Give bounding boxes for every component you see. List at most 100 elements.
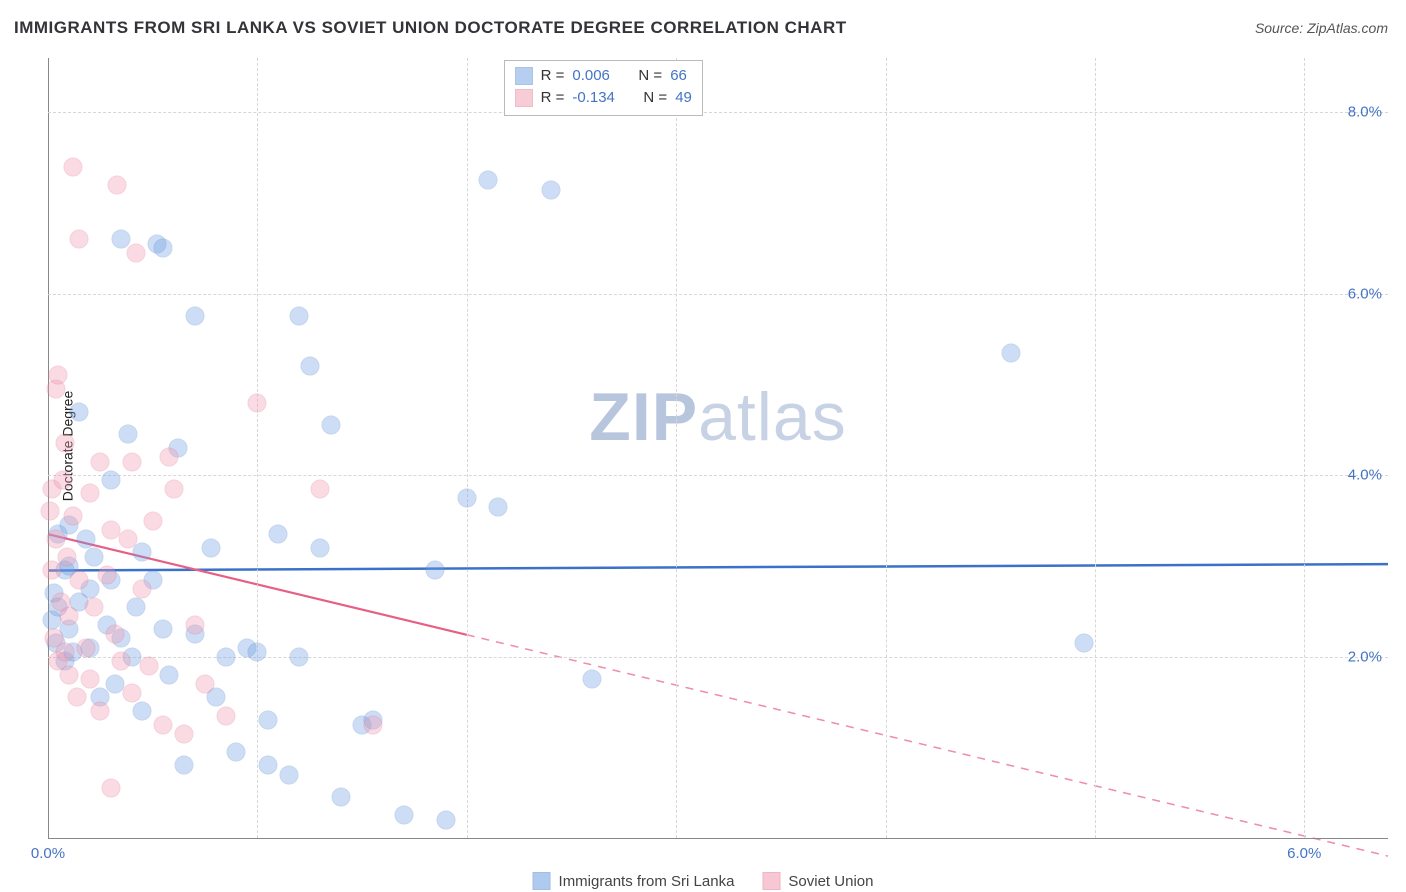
data-point-sri_lanka (248, 643, 267, 662)
legend-r-label: R = (541, 87, 565, 109)
legend-n-label: N = (643, 87, 667, 109)
legend-label-sri_lanka: Immigrants from Sri Lanka (559, 873, 735, 890)
data-point-sri_lanka (394, 806, 413, 825)
data-point-sri_lanka (457, 488, 476, 507)
data-point-soviet (64, 157, 83, 176)
chart-title: IMMIGRANTS FROM SRI LANKA VS SOVIET UNIO… (14, 18, 847, 38)
data-point-soviet (164, 479, 183, 498)
data-point-soviet (122, 452, 141, 471)
data-point-sri_lanka (101, 470, 120, 489)
data-point-soviet (41, 502, 60, 521)
data-point-soviet (363, 715, 382, 734)
legend-n-value-sri_lanka: 66 (670, 65, 687, 87)
gridline-v (676, 58, 677, 838)
y-tick-label: 8.0% (1348, 104, 1382, 121)
data-point-sri_lanka (321, 416, 340, 435)
data-point-soviet (126, 244, 145, 263)
watermark-atlas: atlas (698, 379, 847, 455)
legend-item-sri_lanka: Immigrants from Sri Lanka (533, 872, 735, 890)
data-point-soviet (68, 688, 87, 707)
watermark: ZIPatlas (589, 378, 846, 456)
data-point-soviet (97, 565, 116, 584)
data-point-soviet (80, 670, 99, 689)
legend-stats-row-sri_lanka: R = 0.006 N = 66 (515, 65, 692, 87)
data-point-sri_lanka (76, 529, 95, 548)
data-point-sri_lanka (290, 307, 309, 326)
gridline-v (1095, 58, 1096, 838)
legend-n-label: N = (638, 65, 662, 87)
data-point-soviet (108, 175, 127, 194)
data-point-sri_lanka (311, 538, 330, 557)
data-point-soviet (64, 507, 83, 526)
y-axis (48, 58, 49, 838)
data-point-sri_lanka (290, 647, 309, 666)
data-point-sri_lanka (583, 670, 602, 689)
data-point-soviet (185, 615, 204, 634)
gridline-v (467, 58, 468, 838)
legend-swatch-soviet (515, 89, 533, 107)
data-point-sri_lanka (1002, 343, 1021, 362)
data-point-soviet (55, 434, 74, 453)
trendline-sri_lanka (48, 564, 1388, 570)
gridline-v (1304, 58, 1305, 838)
data-point-soviet (106, 624, 125, 643)
legend-swatch-sri_lanka (515, 67, 533, 85)
data-point-sri_lanka (216, 647, 235, 666)
legend-bottom: Immigrants from Sri Lanka Soviet Union (533, 872, 874, 890)
data-point-sri_lanka (154, 239, 173, 258)
x-axis (48, 838, 1388, 839)
legend-n-value-soviet: 49 (675, 87, 692, 109)
data-point-sri_lanka (279, 765, 298, 784)
data-point-soviet (70, 230, 89, 249)
data-point-sri_lanka (436, 810, 455, 829)
data-point-sri_lanka (133, 543, 152, 562)
data-point-soviet (118, 529, 137, 548)
legend-swatch-soviet (762, 872, 780, 890)
source-prefix: Source: (1255, 20, 1307, 36)
data-point-sri_lanka (541, 180, 560, 199)
data-point-soviet (55, 643, 74, 662)
source-attribution: Source: ZipAtlas.com (1255, 20, 1388, 36)
data-point-sri_lanka (1075, 634, 1094, 653)
data-point-sri_lanka (70, 402, 89, 421)
data-point-soviet (112, 652, 131, 671)
data-point-soviet (47, 529, 66, 548)
scatter-plot: ZIPatlas 2.0%4.0%6.0%8.0%0.0%6.0% R = 0.… (48, 58, 1388, 838)
data-point-sri_lanka (160, 665, 179, 684)
y-tick-label: 6.0% (1348, 285, 1382, 302)
data-point-soviet (91, 702, 110, 721)
legend-item-soviet: Soviet Union (762, 872, 873, 890)
data-point-soviet (196, 674, 215, 693)
data-point-sri_lanka (126, 597, 145, 616)
legend-r-label: R = (541, 65, 565, 87)
data-point-sri_lanka (133, 702, 152, 721)
data-point-sri_lanka (426, 561, 445, 580)
data-point-sri_lanka (202, 538, 221, 557)
data-point-soviet (76, 638, 95, 657)
source-name: ZipAtlas.com (1307, 20, 1388, 36)
data-point-soviet (43, 561, 62, 580)
data-point-soviet (143, 511, 162, 530)
data-point-soviet (133, 579, 152, 598)
data-point-sri_lanka (118, 425, 137, 444)
data-point-soviet (311, 479, 330, 498)
legend-r-value-sri_lanka: 0.006 (572, 65, 610, 87)
watermark-zip: ZIP (589, 379, 698, 455)
data-point-soviet (160, 448, 179, 467)
data-point-sri_lanka (332, 788, 351, 807)
data-point-soviet (248, 393, 267, 412)
data-point-sri_lanka (85, 547, 104, 566)
legend-swatch-sri_lanka (533, 872, 551, 890)
legend-label-soviet: Soviet Union (788, 873, 873, 890)
y-tick-label: 2.0% (1348, 648, 1382, 665)
gridline-h (48, 294, 1388, 295)
data-point-soviet (59, 665, 78, 684)
data-point-soviet (175, 724, 194, 743)
data-point-sri_lanka (175, 756, 194, 775)
data-point-sri_lanka (154, 620, 173, 639)
data-point-soviet (122, 683, 141, 702)
data-point-soviet (59, 606, 78, 625)
gridline-v (886, 58, 887, 838)
data-point-soviet (154, 715, 173, 734)
x-tick-label: 0.0% (31, 845, 65, 862)
